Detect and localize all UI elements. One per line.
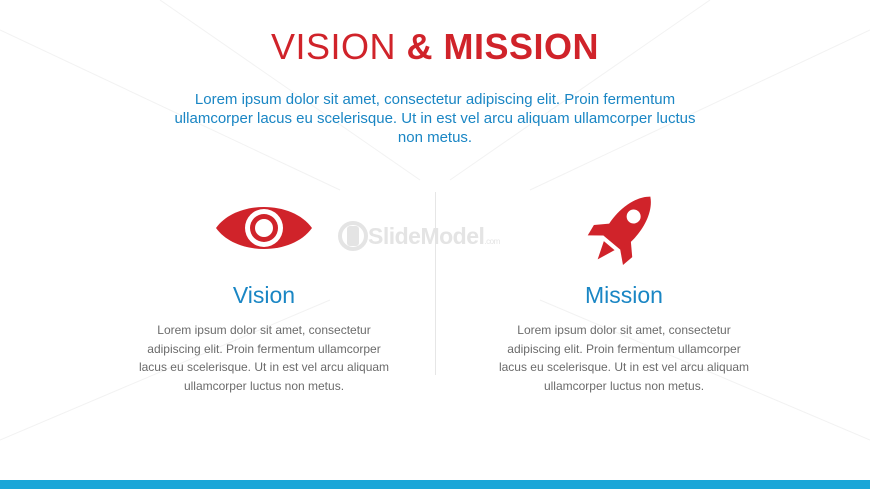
watermark-suffix: .com: [484, 236, 500, 246]
vision-body: Lorem ipsum dolor sit amet, consectetur …: [138, 323, 390, 393]
intro-text: Lorem ipsum dolor sit amet, consectetur …: [174, 91, 696, 146]
vision-column: Vision Lorem ipsum dolor sit amet, conse…: [124, 180, 404, 395]
rocket-icon: [587, 196, 651, 265]
vision-heading: Vision: [232, 282, 296, 308]
mission-column: Mission Lorem ipsum dolor sit amet, cons…: [484, 180, 764, 395]
title-part-vision: VISION: [270, 26, 407, 67]
column-divider: [435, 192, 436, 375]
watermark: SlideModel .com: [338, 221, 500, 251]
watermark-logo-icon: [338, 221, 368, 251]
watermark-brand: SlideModel: [368, 222, 485, 249]
footer-bar: [0, 480, 870, 489]
eye-icon: [216, 206, 312, 249]
title-part-mission: & MISSION: [406, 26, 600, 67]
page-title: VISION & MISSION: [0, 27, 870, 67]
mission-heading: Mission: [585, 282, 663, 308]
mission-body: Lorem ipsum dolor sit amet, consectetur …: [498, 323, 750, 393]
